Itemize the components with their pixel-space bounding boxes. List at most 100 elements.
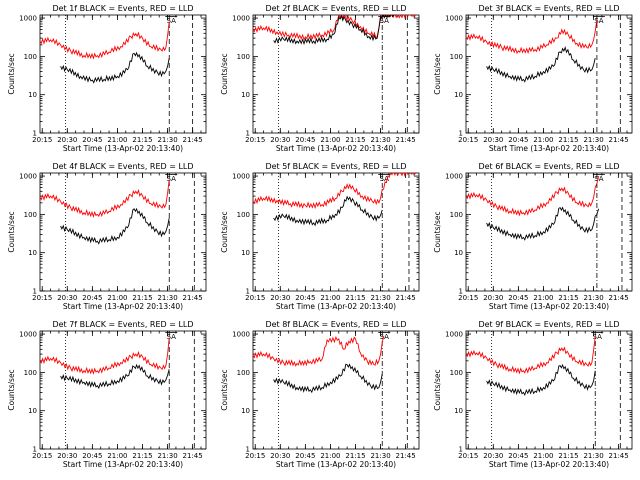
- panel-title: Det 1f BLACK = Events, RED = LLD: [52, 4, 193, 13]
- x-tick-label: 21:30: [583, 452, 603, 460]
- panel-5: Det 5f BLACK = Events, RED = LLD 1 10 100 10…: [220, 162, 420, 311]
- panel-8: Det 8f BLACK = Events, RED = LLD 1 10 100 10…: [220, 320, 420, 469]
- x-tick-label: 20:30: [483, 136, 503, 144]
- y-tick-label: 10: [454, 91, 463, 99]
- series-lld-line: [253, 173, 417, 210]
- y-tick-label: 100: [237, 211, 250, 219]
- plot-frame: [252, 330, 420, 450]
- x-tick-label: 21:45: [183, 136, 203, 144]
- y-tick-label: 100: [24, 369, 37, 377]
- x-tick-label: 20:30: [57, 294, 77, 302]
- x-tick-label: 21:45: [396, 452, 416, 460]
- x-tick-label: 21:00: [533, 452, 553, 460]
- series-events-line: [486, 363, 596, 397]
- series-lld-line: [40, 337, 170, 375]
- panel-1: Det 1f BLACK = Events, RED = LLD 1 10 100 10…: [7, 4, 207, 153]
- panel-title: Det 8f BLACK = Events, RED = LLD: [265, 320, 406, 329]
- y-tick-label: 1000: [19, 331, 37, 339]
- y-tick-label: 100: [237, 53, 250, 61]
- y-tick-label: 1000: [19, 15, 37, 23]
- x-tick-label: 20:45: [508, 294, 528, 302]
- panel-title: Det 5f BLACK = Events, RED = LLD: [265, 162, 406, 171]
- y-axis-label: Counts/sec: [220, 53, 229, 94]
- x-tick-label: 21:00: [533, 136, 553, 144]
- panel-2: Det 2f BLACK = Events, RED = LLD 1 10 100 10…: [220, 4, 420, 153]
- series-events-line: [60, 51, 170, 84]
- x-tick-label: 20:45: [295, 136, 315, 144]
- x-tick-label: 20:45: [82, 452, 102, 460]
- series-events-line: [60, 207, 170, 245]
- x-tick-label: 20:30: [483, 294, 503, 302]
- x-tick-label: 21:00: [320, 294, 340, 302]
- panel-6: Det 6f BLACK = Events, RED = LLD 1 10 100 10…: [433, 162, 633, 311]
- sa-marker-label: SA: [594, 175, 604, 183]
- x-tick-label: 21:00: [320, 452, 340, 460]
- x-tick-label: 20:15: [245, 136, 265, 144]
- x-tick-label: 21:45: [396, 136, 416, 144]
- y-tick-label: 10: [454, 249, 463, 257]
- x-tick-label: 21:15: [558, 294, 578, 302]
- y-tick-label: 10: [241, 407, 250, 415]
- series-lld-line: [40, 21, 170, 60]
- y-tick-label: 10: [241, 249, 250, 257]
- x-tick-label: 21:30: [157, 294, 177, 302]
- x-axis-label: Start Time (13-Apr-02 20:13:40): [276, 144, 396, 153]
- x-tick-label: 20:45: [295, 452, 315, 460]
- x-tick-label: 20:15: [32, 452, 52, 460]
- y-tick-label: 1: [33, 288, 37, 296]
- x-tick-label: 21:30: [370, 136, 390, 144]
- panel-3: Det 3f BLACK = Events, RED = LLD 1 10 100 10…: [433, 4, 633, 153]
- x-axis-label: Start Time (13-Apr-02 20:13:40): [276, 460, 396, 469]
- y-tick-label: 1: [33, 130, 37, 138]
- x-tick-label: 21:30: [583, 294, 603, 302]
- x-tick-label: 21:15: [345, 294, 365, 302]
- series-lld-line: [253, 335, 385, 367]
- x-tick-label: 20:15: [458, 452, 478, 460]
- x-tick-label: 20:15: [32, 136, 52, 144]
- x-tick-label: 20:15: [245, 452, 265, 460]
- x-tick-label: 21:15: [132, 294, 152, 302]
- sa-marker-label: SA: [594, 17, 604, 25]
- x-tick-label: 21:45: [396, 294, 416, 302]
- series-events-line: [273, 363, 383, 394]
- y-tick-label: 1000: [232, 331, 250, 339]
- x-tick-label: 21:15: [558, 452, 578, 460]
- x-tick-label: 20:45: [82, 294, 102, 302]
- x-tick-label: 21:15: [132, 452, 152, 460]
- y-axis-label: Counts/sec: [433, 211, 442, 252]
- y-tick-label: 1: [459, 446, 463, 454]
- y-tick-label: 100: [450, 53, 463, 61]
- x-tick-label: 21:00: [107, 136, 127, 144]
- y-tick-label: 1000: [19, 173, 37, 181]
- x-axis-label: Start Time (13-Apr-02 20:13:40): [276, 302, 396, 311]
- x-tick-label: 20:30: [57, 136, 77, 144]
- y-axis-label: Counts/sec: [7, 53, 16, 94]
- y-tick-label: 10: [28, 91, 37, 99]
- plot-frame: [252, 172, 420, 292]
- x-tick-label: 21:45: [609, 452, 629, 460]
- series-events-line: [60, 363, 170, 390]
- series-lld-line: [466, 19, 598, 55]
- y-axis-label: Counts/sec: [7, 211, 16, 252]
- y-tick-label: 1: [246, 130, 250, 138]
- y-tick-label: 1000: [232, 173, 250, 181]
- x-tick-label: 21:30: [157, 452, 177, 460]
- series-lld-line: [466, 336, 596, 375]
- sa-marker-label: SA: [167, 333, 177, 341]
- x-tick-label: 21:30: [370, 452, 390, 460]
- y-tick-label: 1000: [445, 15, 463, 23]
- x-tick-label: 20:30: [270, 136, 290, 144]
- x-tick-label: 21:15: [345, 136, 365, 144]
- sa-marker-label: SA: [593, 333, 603, 341]
- x-tick-label: 20:15: [245, 294, 265, 302]
- y-tick-label: 1: [33, 446, 37, 454]
- sa-marker-label: SA: [380, 17, 390, 25]
- x-axis-label: Start Time (13-Apr-02 20:13:40): [63, 460, 183, 469]
- x-tick-label: 20:30: [483, 452, 503, 460]
- x-tick-label: 20:30: [57, 452, 77, 460]
- plot-frame: [465, 330, 633, 450]
- series-events-line: [273, 195, 383, 227]
- x-axis-label: Start Time (13-Apr-02 20:13:40): [63, 302, 183, 311]
- y-tick-label: 10: [454, 407, 463, 415]
